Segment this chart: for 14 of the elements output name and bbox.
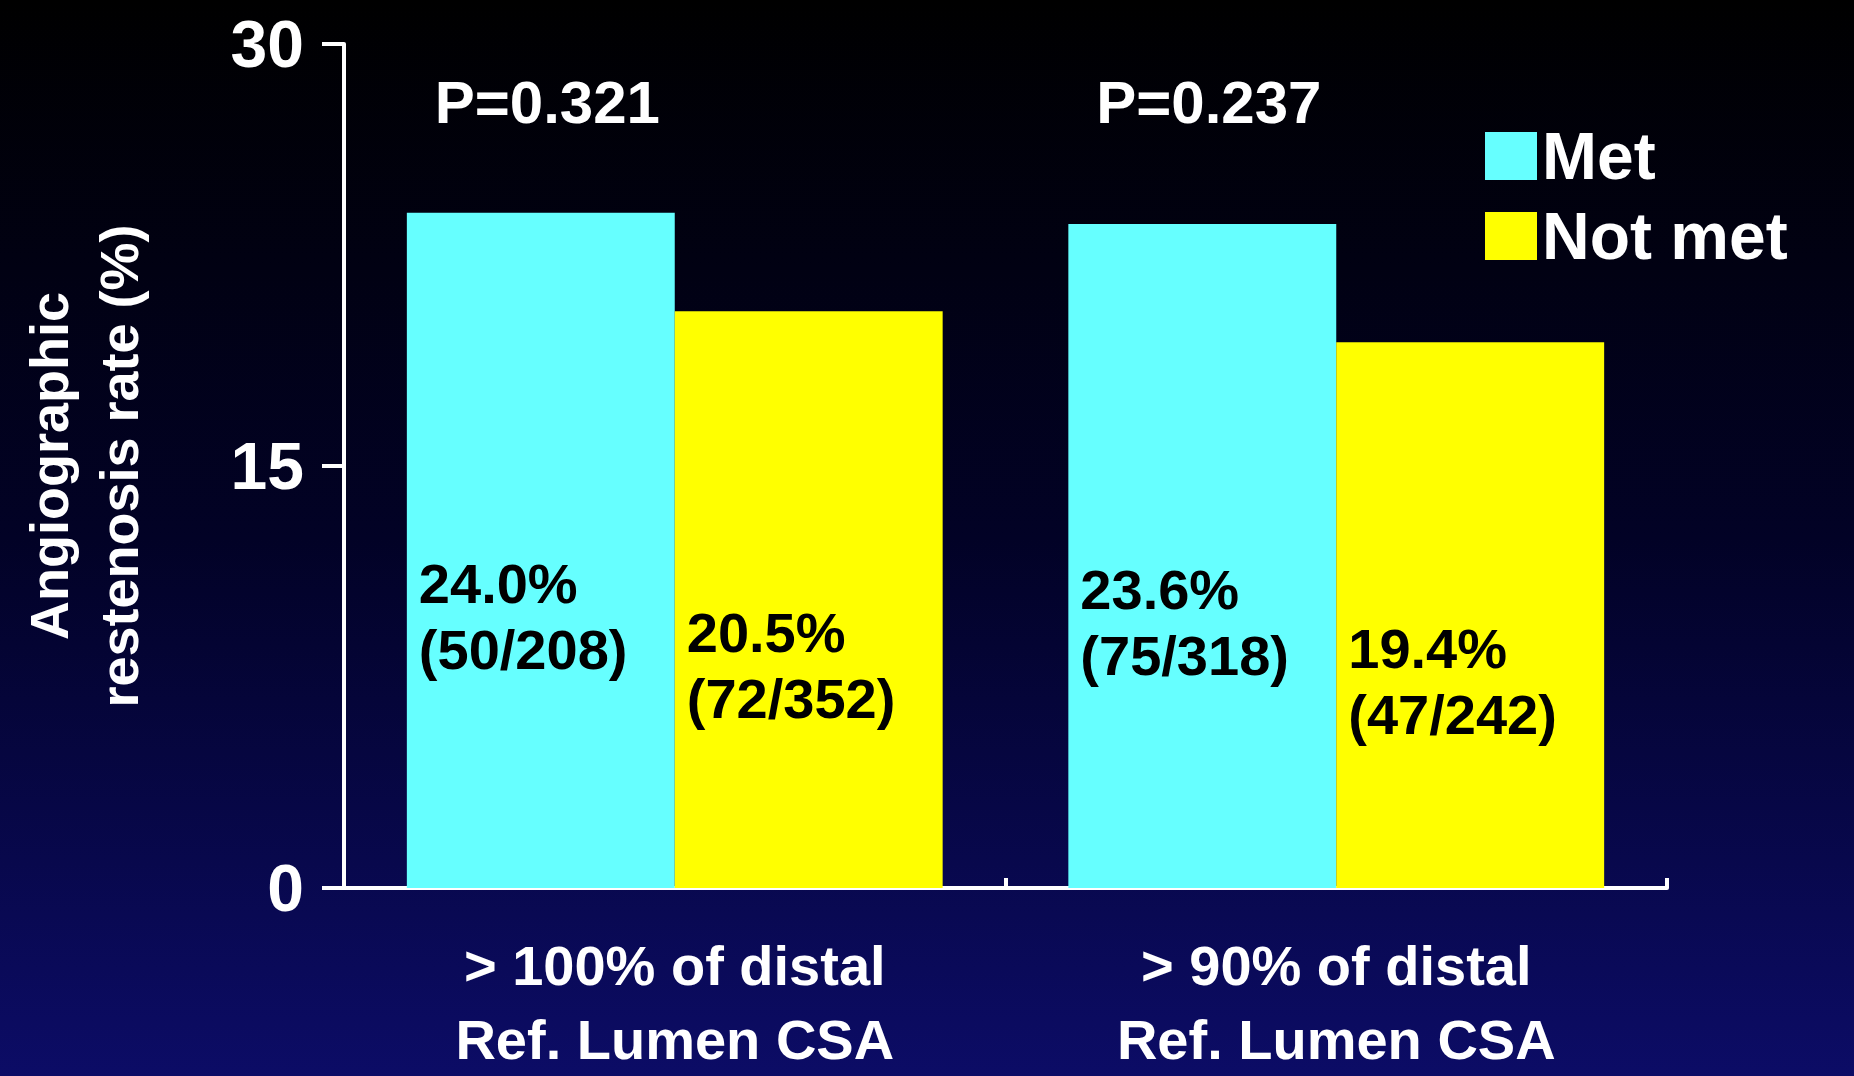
legend-label: Not met — [1542, 199, 1788, 273]
annotation: P=0.237 — [1096, 68, 1322, 136]
x-tick-label: > 90% of distal Ref. Lumen CSA — [1116, 933, 1556, 1071]
y-tick-label: 15 — [230, 429, 304, 503]
data-label: 23.6% (75/318) — [1080, 557, 1289, 687]
annotation: P=0.321 — [434, 68, 660, 136]
data-label: 24.0% (50/208) — [418, 551, 628, 681]
y-tick-label: 30 — [230, 7, 304, 81]
y-tick-label: 0 — [267, 851, 304, 925]
y-axis-title: Angiographic restenosis rate (%) — [19, 224, 149, 708]
x-tick-label: > 100% of distal Ref. Lumen CSA — [455, 933, 895, 1071]
data-label: 20.5% (72/352) — [686, 601, 896, 731]
legend-label: Met — [1542, 119, 1656, 193]
data-label: 19.4% (47/242) — [1348, 616, 1557, 746]
